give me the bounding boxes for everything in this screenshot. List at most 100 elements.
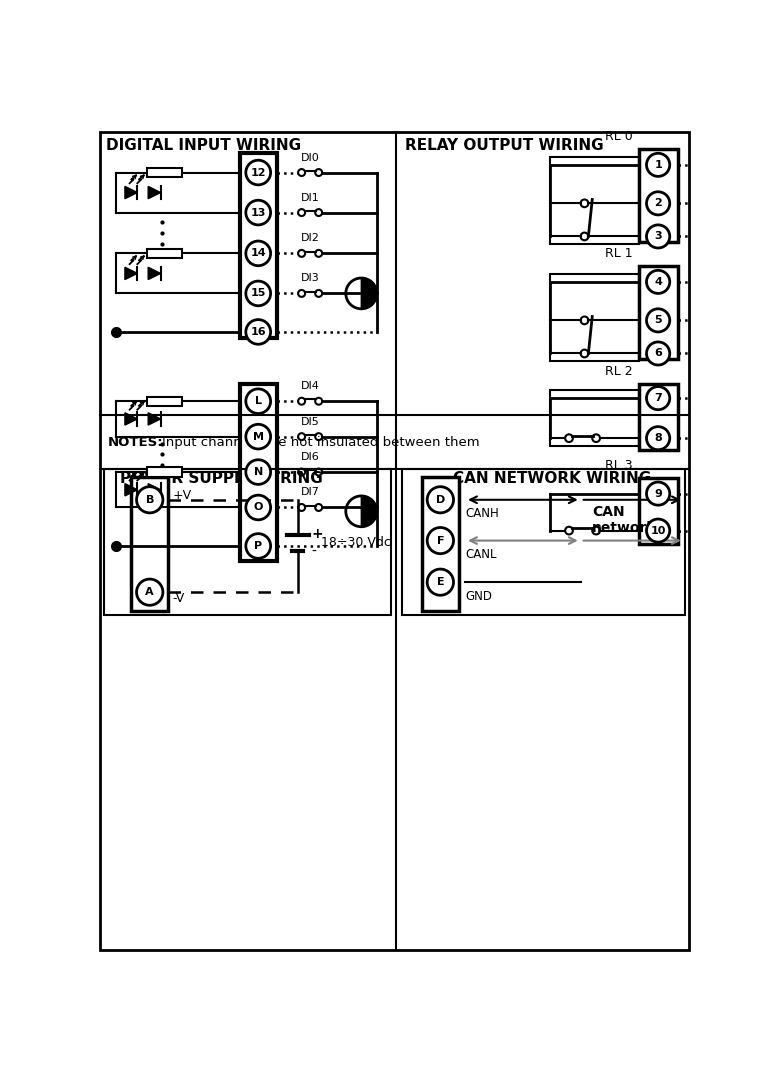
Wedge shape [361, 496, 377, 526]
Circle shape [136, 579, 163, 606]
Circle shape [647, 342, 670, 366]
Circle shape [246, 281, 270, 306]
Bar [639, 267, 678, 359]
Polygon shape [125, 483, 137, 496]
Text: RL 2: RL 2 [605, 366, 632, 378]
Text: 6: 6 [654, 348, 662, 358]
Bar [422, 477, 459, 611]
Text: DI1: DI1 [301, 193, 320, 203]
Polygon shape [125, 267, 137, 280]
Text: E: E [437, 577, 444, 587]
Text: 2: 2 [654, 198, 662, 208]
Circle shape [647, 519, 670, 542]
Bar [550, 274, 639, 361]
Text: 7: 7 [654, 393, 662, 403]
Circle shape [647, 225, 670, 248]
Bar [403, 468, 685, 615]
Text: 8: 8 [654, 433, 662, 443]
Polygon shape [148, 267, 161, 280]
Circle shape [246, 460, 270, 485]
Bar [131, 477, 169, 611]
Text: L: L [255, 397, 262, 406]
Text: D: D [436, 495, 445, 505]
Circle shape [246, 241, 270, 266]
Text: F: F [437, 536, 444, 546]
Text: +: + [312, 526, 323, 540]
Circle shape [647, 309, 670, 332]
Text: 1: 1 [654, 160, 662, 169]
Text: 15: 15 [250, 288, 266, 298]
Text: M: M [253, 432, 263, 442]
Circle shape [427, 487, 454, 512]
Bar [146, 397, 182, 406]
Bar [146, 249, 182, 258]
Text: RL 3: RL 3 [605, 459, 632, 472]
Bar [104, 468, 390, 615]
Text: 12: 12 [250, 167, 266, 178]
Text: DI7: DI7 [301, 488, 320, 497]
Circle shape [246, 160, 270, 184]
Bar [146, 467, 182, 477]
Text: DI4: DI4 [301, 382, 320, 391]
Circle shape [647, 387, 670, 410]
Text: 10: 10 [651, 525, 666, 536]
Text: 18÷30 Vdc: 18÷30 Vdc [321, 536, 391, 549]
Bar [239, 384, 277, 562]
Text: 14: 14 [250, 249, 266, 258]
Bar [550, 390, 639, 446]
Text: DI5: DI5 [301, 417, 320, 427]
Bar [239, 153, 277, 338]
Bar [639, 384, 678, 450]
Text: RL 1: RL 1 [605, 248, 632, 260]
Text: Input channels are not insulated between them: Input channels are not insulated between… [162, 435, 480, 448]
Text: 9: 9 [654, 489, 662, 498]
Text: RELAY OUTPUT WIRING: RELAY OUTPUT WIRING [405, 138, 604, 153]
Text: 4: 4 [654, 277, 662, 287]
Circle shape [246, 425, 270, 449]
Bar [639, 478, 678, 544]
Text: POWER SUPPLY WIRING: POWER SUPPLY WIRING [119, 472, 323, 487]
Text: DI6: DI6 [301, 452, 320, 462]
Circle shape [246, 389, 270, 414]
Text: CANL: CANL [465, 548, 497, 562]
Text: A: A [146, 587, 154, 597]
Polygon shape [148, 483, 161, 496]
Text: N: N [253, 467, 263, 477]
Text: GND: GND [465, 590, 492, 602]
Text: O: O [253, 503, 263, 512]
Polygon shape [125, 413, 137, 426]
Text: RL 0: RL 0 [604, 131, 632, 144]
Bar [639, 149, 678, 242]
Wedge shape [361, 278, 377, 309]
Text: CAN NETWORK WIRING: CAN NETWORK WIRING [453, 472, 651, 487]
Polygon shape [148, 413, 161, 426]
Text: B: B [146, 495, 154, 505]
Circle shape [647, 153, 670, 177]
Text: DI3: DI3 [301, 273, 320, 283]
Text: CAN
network: CAN network [592, 505, 657, 535]
Text: DI0: DI0 [301, 152, 320, 163]
Circle shape [647, 270, 670, 294]
Text: NOTES:: NOTES: [108, 435, 163, 448]
Text: P: P [254, 541, 263, 551]
Bar [146, 168, 182, 177]
Circle shape [246, 319, 270, 344]
Circle shape [427, 527, 454, 553]
Polygon shape [125, 187, 137, 198]
Polygon shape [148, 187, 161, 198]
Circle shape [246, 200, 270, 225]
Text: 5: 5 [654, 315, 662, 326]
Circle shape [136, 487, 163, 512]
Circle shape [647, 192, 670, 214]
Text: 3: 3 [654, 232, 662, 241]
Circle shape [647, 482, 670, 505]
Text: DIGITAL INPUT WIRING: DIGITAL INPUT WIRING [105, 138, 300, 153]
Circle shape [427, 569, 454, 595]
Text: -: - [312, 546, 316, 560]
Circle shape [246, 495, 270, 520]
Bar [550, 486, 639, 538]
Text: +V: +V [172, 490, 191, 503]
Text: 13: 13 [250, 208, 266, 218]
Bar [550, 158, 639, 244]
Text: DI2: DI2 [301, 234, 320, 243]
